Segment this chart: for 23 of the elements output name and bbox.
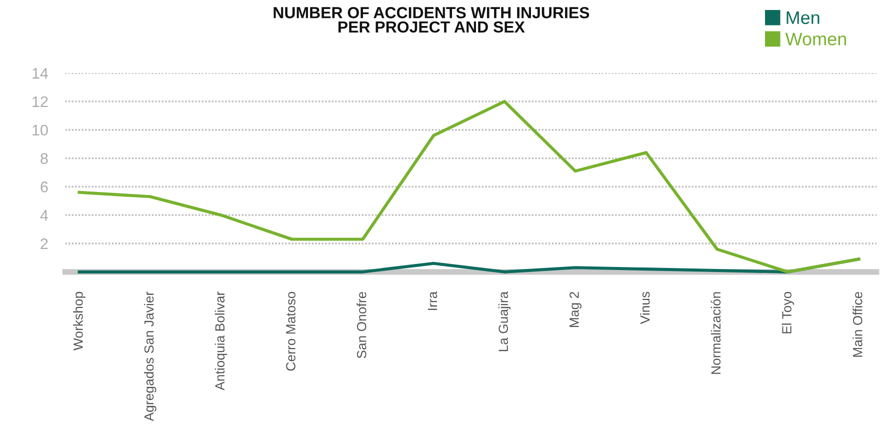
x-tick-label: Cerro Matoso bbox=[286, 292, 296, 371]
x-tick-label: Vinus bbox=[640, 292, 650, 324]
x-tick-label: Irra bbox=[428, 291, 438, 310]
x-tick-label: Main Office bbox=[852, 292, 862, 357]
x-tick-label: Normalización bbox=[710, 292, 721, 374]
x-tick-label: San Onofre bbox=[356, 292, 366, 358]
x-tick-label: Workshop bbox=[73, 292, 86, 350]
line-series bbox=[78, 100, 860, 274]
y-tick-label: 4 bbox=[40, 210, 48, 221]
y-tick-label: 8 bbox=[40, 153, 48, 164]
y-tick-label: 2 bbox=[40, 238, 48, 250]
legend-label: Men bbox=[786, 11, 820, 24]
y-tick-label: 6 bbox=[40, 182, 48, 192]
chart-title: NUMBER OF ACCIDENTS WITH INJURIES PER PROJECT AND SEX bbox=[274, 7, 590, 33]
y-tick-label: 14 bbox=[32, 68, 48, 79]
x-tick-label: La Guajira bbox=[498, 291, 511, 352]
y-tick-label: 12 bbox=[32, 96, 48, 107]
x-tick-label: Mag 2 bbox=[570, 292, 582, 327]
x-tick-label: Agregados San Javier bbox=[144, 292, 156, 422]
x-tick-label: El Toyo bbox=[782, 292, 794, 334]
y-tick-label: 10 bbox=[32, 124, 48, 136]
x-tick-label: Antioquia Bolivar bbox=[214, 292, 228, 390]
legend-label: Women bbox=[785, 32, 846, 46]
